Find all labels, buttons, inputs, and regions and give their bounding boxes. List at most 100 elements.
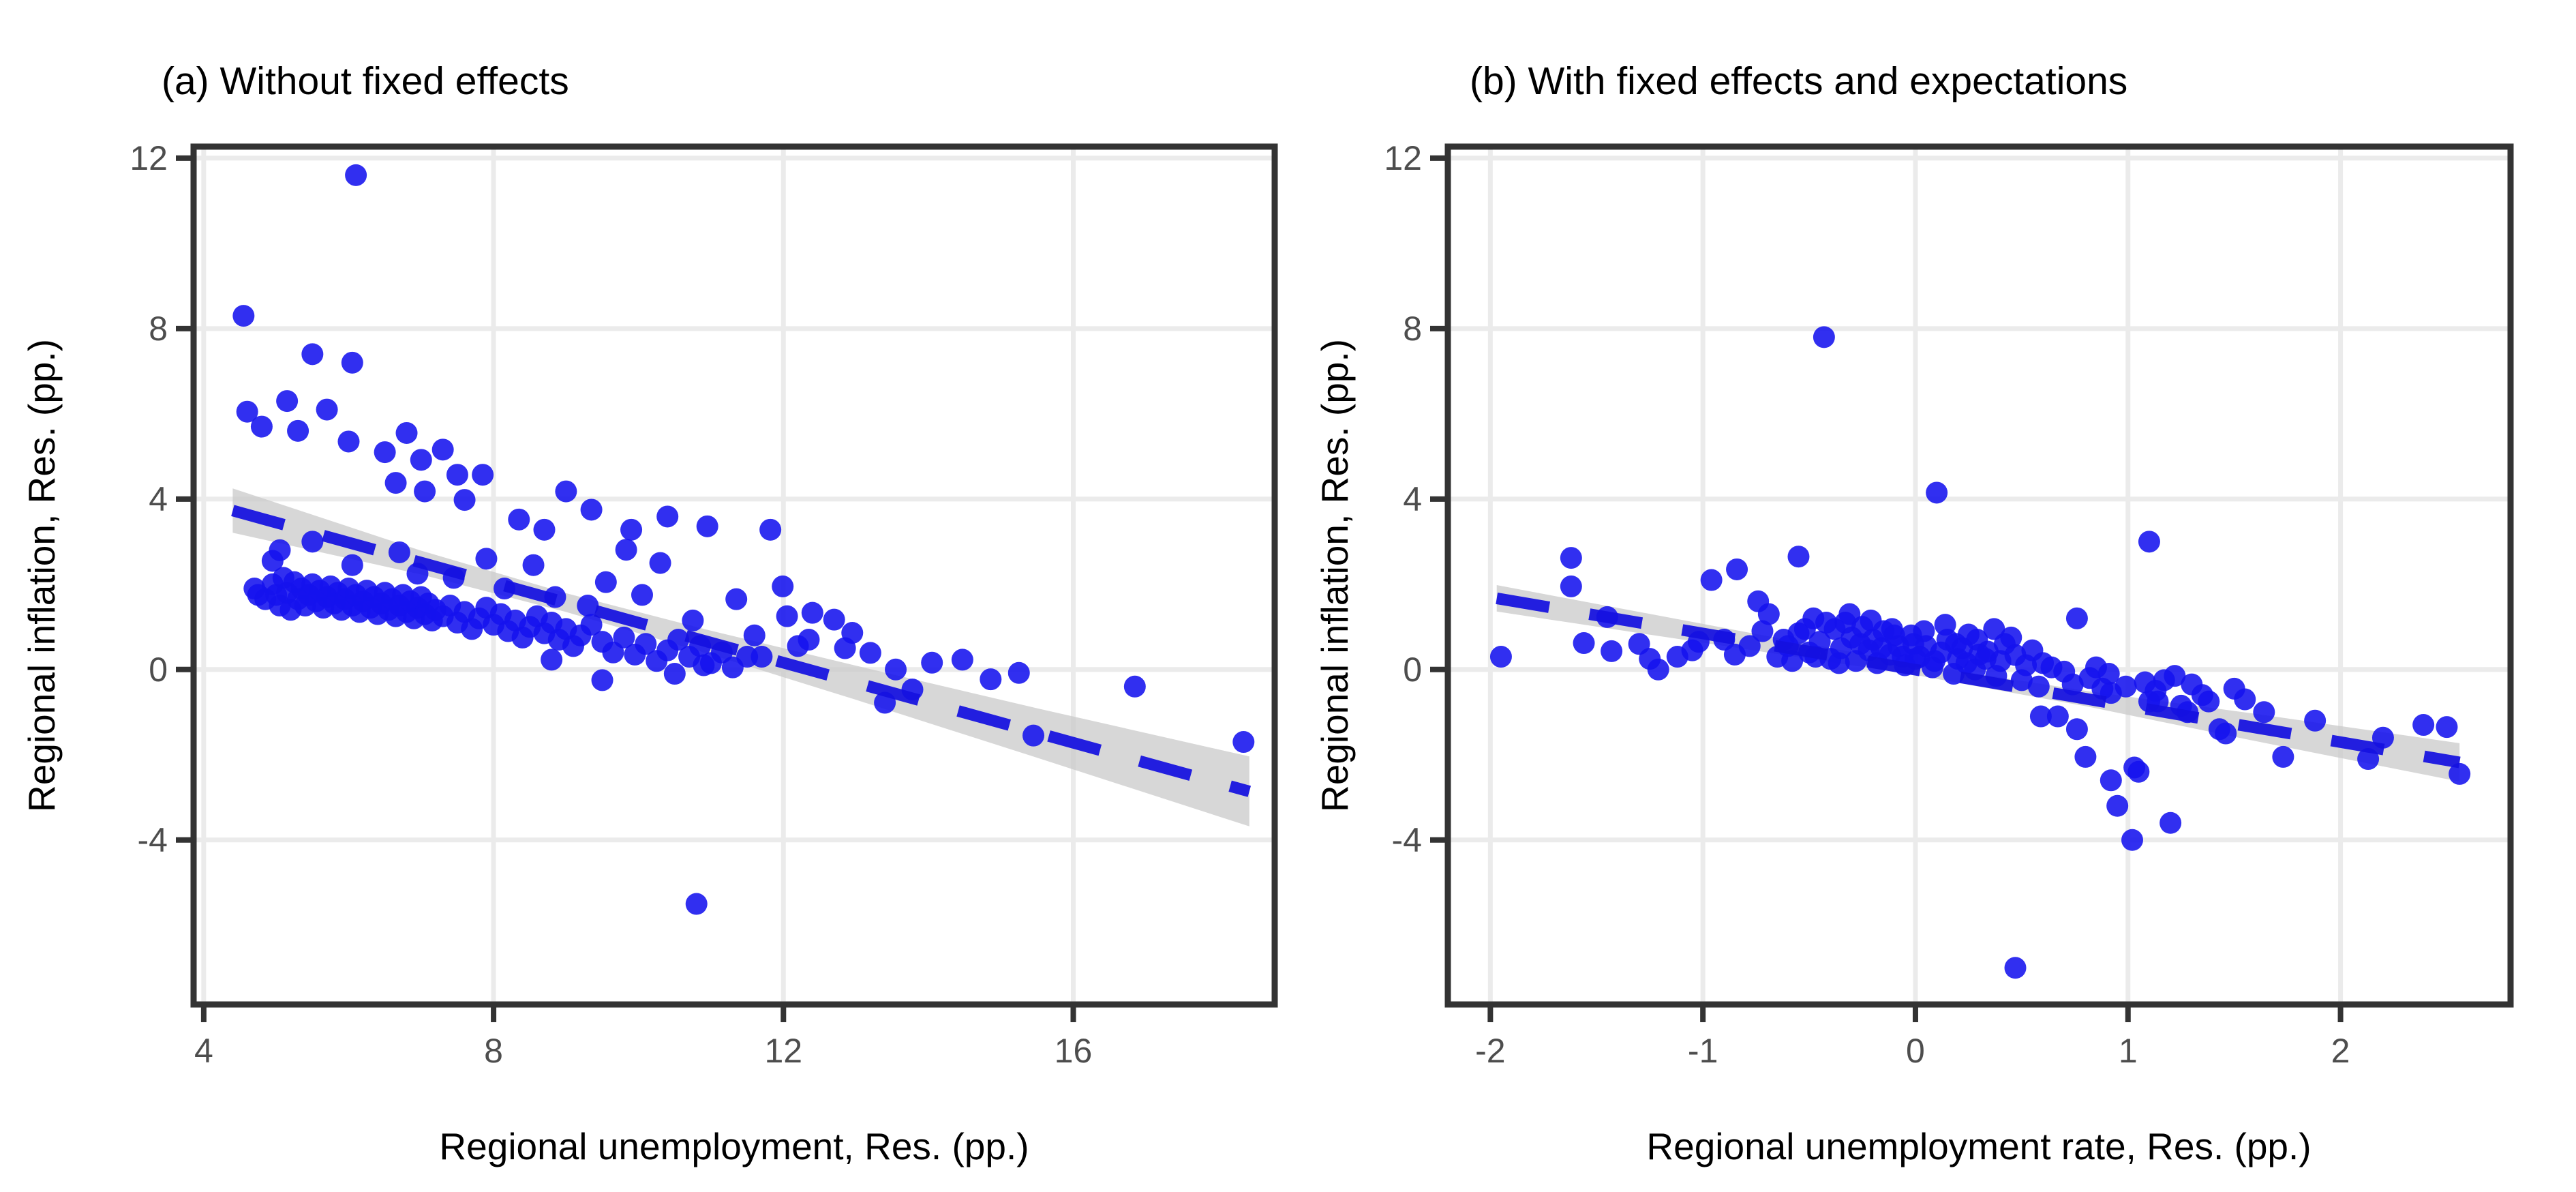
scatter-point — [1881, 618, 1903, 640]
scatter-point — [631, 584, 653, 606]
scatter-point — [772, 575, 794, 597]
x-tick-label: 16 — [1055, 1032, 1093, 1070]
scatter-point — [508, 508, 530, 531]
x-tick-label: 1 — [2119, 1032, 2138, 1070]
scatter-point — [472, 464, 494, 486]
scatter-point — [2074, 745, 2097, 768]
scatter-point — [1560, 575, 1582, 597]
scatter-point — [2138, 531, 2160, 553]
scatter-point — [1738, 635, 1761, 657]
panel-a: 4 8 12 16 12 8 4 0 -4 — [130, 139, 1278, 1070]
scatter-point — [2027, 675, 2050, 698]
scatter-point — [250, 415, 273, 438]
scatter-point — [2100, 769, 2122, 792]
panel-b-y-axis-title: Regional inflation, Res. (pp.) — [1314, 339, 1356, 812]
scatter-point — [577, 595, 599, 617]
y-tick-label: -4 — [138, 821, 168, 859]
scatter-point — [2065, 718, 2088, 741]
regression-line — [1496, 593, 2461, 769]
x-tick-label: 4 — [194, 1032, 213, 1070]
scatter-point — [2121, 829, 2143, 851]
panel-background — [194, 147, 1275, 1004]
scatter-point — [2304, 709, 2327, 732]
scatter-point — [1007, 661, 1030, 684]
scatter-point — [776, 605, 798, 627]
scatter-point — [663, 663, 686, 685]
scatter-point — [1726, 558, 1748, 580]
scatter-point — [1232, 731, 1255, 754]
scatter-point — [475, 548, 498, 570]
x-tick-label: 8 — [484, 1032, 503, 1070]
scatter-point — [1813, 326, 1835, 348]
scatter-point — [2115, 675, 2137, 698]
scatter-point — [980, 668, 1002, 691]
x-tick-label: 2 — [2331, 1032, 2350, 1070]
scatter-point — [921, 651, 943, 674]
scatter-point — [685, 893, 708, 915]
y-tick-label: 8 — [149, 310, 168, 348]
scatter-point — [859, 642, 881, 664]
scatter-point — [693, 654, 715, 676]
scatter-point — [613, 626, 635, 649]
panel-border — [190, 143, 1278, 1008]
scatter-point — [751, 646, 773, 668]
scatter-point — [316, 398, 338, 421]
scatter-point — [594, 571, 617, 593]
scatter-point — [453, 489, 476, 511]
scatter-point — [384, 472, 407, 494]
scatter-point — [395, 421, 418, 444]
scatter-point — [414, 480, 436, 503]
panel-b-title: (b) With fixed effects and expectations — [1470, 59, 2127, 103]
scatter-point — [410, 449, 432, 471]
x-tick-label: -2 — [1475, 1032, 1505, 1070]
scatter-point — [2412, 714, 2435, 736]
scatter-point — [2272, 745, 2294, 768]
scatter-point — [341, 351, 363, 374]
y-tick-label: -4 — [1392, 821, 1422, 859]
scatter-point — [2127, 760, 2150, 783]
scatter-point — [951, 649, 973, 671]
scatter-point — [682, 609, 704, 631]
scatter-point — [743, 624, 766, 646]
scatter-point — [1573, 632, 1595, 655]
scatter-point — [287, 419, 309, 442]
scatter-point — [649, 552, 671, 574]
scatter-point — [1489, 646, 1512, 668]
scatter-point — [374, 441, 396, 464]
scatter-point — [341, 554, 363, 576]
scatter-point — [2106, 794, 2129, 817]
regression-line — [231, 505, 1252, 797]
scatter-point — [2215, 722, 2237, 745]
scatter-point — [667, 629, 690, 651]
scatter-point — [580, 498, 603, 521]
scatter-point — [431, 438, 454, 461]
scatter-point — [885, 658, 907, 681]
panel-border — [1444, 143, 2514, 1008]
scatter-point — [1022, 724, 1045, 747]
scatter-point — [276, 390, 299, 413]
scatter-point — [1787, 546, 1810, 568]
y-tick-label: 0 — [1403, 651, 1422, 689]
panel-a-y-axis-title: Regional inflation, Res. (pp.) — [20, 339, 63, 812]
x-tick-label: -1 — [1688, 1032, 1718, 1070]
scatter-point — [301, 343, 324, 366]
panel-b-x-axis-title: Regional unemployment rate, Res. (pp.) — [1646, 1125, 2311, 1167]
scatter-point — [656, 505, 679, 528]
scatter-point — [1601, 640, 1623, 662]
scatter-point — [1123, 675, 1146, 698]
scatter-point — [580, 614, 603, 636]
scatter-point — [2436, 716, 2458, 739]
scatter-point — [232, 305, 255, 327]
y-tick-label: 8 — [1403, 310, 1422, 348]
scatter-point — [2004, 957, 2027, 979]
scatter-point — [522, 554, 545, 576]
scatter-point — [1681, 639, 1703, 661]
y-tick-label: 4 — [1403, 480, 1422, 518]
panel-background — [1448, 147, 2511, 1004]
y-tick-label: 12 — [130, 139, 168, 177]
scatter-point — [2160, 811, 2182, 834]
scatter-point — [823, 608, 845, 631]
scatter-point — [2164, 665, 2186, 687]
scatter-point — [591, 669, 613, 691]
